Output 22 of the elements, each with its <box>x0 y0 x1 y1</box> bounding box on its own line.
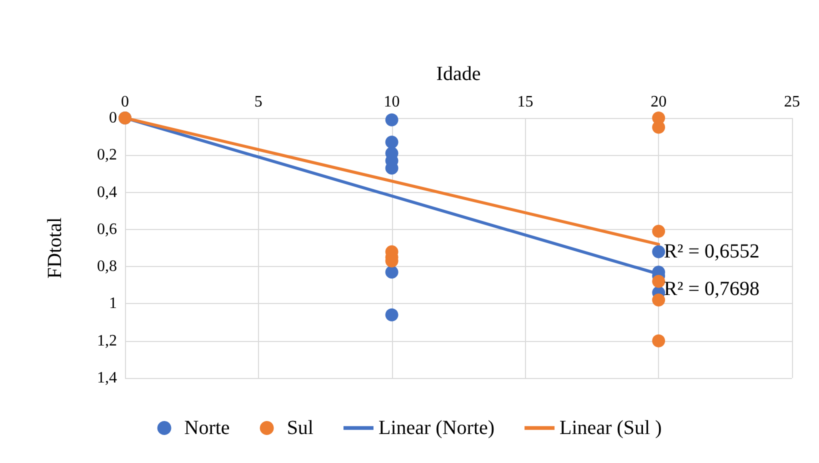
y-tick-label: 1,4 <box>97 370 117 386</box>
legend-label: Linear (Sul ) <box>560 417 662 439</box>
y-tick-label: 1,2 <box>97 332 117 350</box>
legend-label: Norte <box>184 417 230 439</box>
x-tick-label: 10 <box>384 94 400 110</box>
y-tick-label: 0,4 <box>97 184 117 201</box>
annotation: R² = 0,7698 <box>664 278 760 300</box>
x-axis-title: Idade <box>436 63 481 85</box>
y-tick-label: 0,8 <box>97 258 117 276</box>
legend-label: Linear (Norte) <box>378 417 495 439</box>
x-tick-label: 15 <box>517 94 534 110</box>
x-tick-label: 0 <box>121 94 129 110</box>
y-tick-label: 0,6 <box>97 220 117 238</box>
annotation: R² = 0,6552 <box>664 240 760 263</box>
legend-label: Sul <box>286 417 314 439</box>
y-tick-label: 0 <box>109 110 117 126</box>
x-tick-label: 25 <box>784 94 800 110</box>
y-tick-label: 1 <box>109 295 117 312</box>
y-axis-title: FDtotal <box>44 217 66 279</box>
y-tick-label: 0,2 <box>97 146 117 164</box>
x-tick-label: 5 <box>254 94 262 110</box>
x-tick-label: 20 <box>650 94 667 110</box>
